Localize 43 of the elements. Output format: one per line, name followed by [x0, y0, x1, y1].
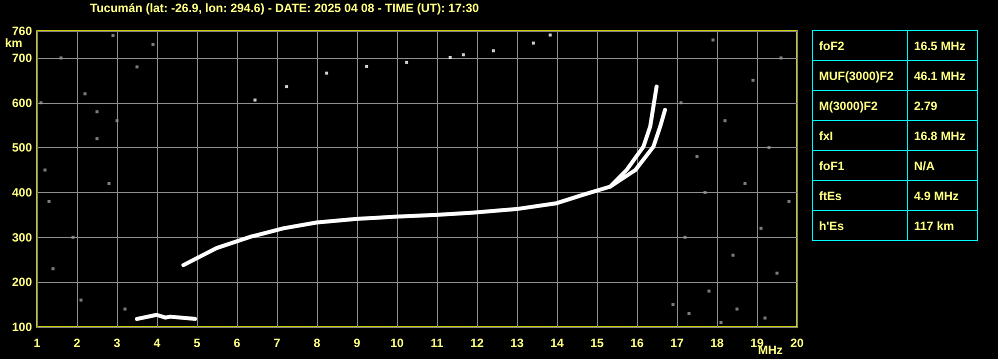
x-tick-label: 17 — [670, 336, 684, 350]
x-tick-label: 13 — [510, 336, 524, 350]
x-tick-label: 16 — [630, 336, 644, 350]
y-tick-label: 500 — [12, 140, 32, 155]
y-tick-label: 760 — [12, 24, 32, 38]
x-tick-label: 7 — [274, 336, 281, 350]
x-tick-label: 20 — [790, 336, 804, 350]
x-tick-label: 15 — [590, 336, 604, 350]
text: MUF(3000)F2 — [812, 60, 908, 90]
text: 46.1 MHz — [908, 60, 978, 90]
text: ftEs — [812, 180, 908, 210]
chart-title: Tucumán (lat: -26.9, lon: 294.6) - DATE: 2025 04 08 - TIME (UT): 17:30 — [90, 1, 480, 15]
x-tick-label: 2 — [74, 336, 81, 350]
x-tick-label: 4 — [154, 336, 161, 350]
text: M(3000)F2 — [812, 90, 908, 120]
text: N/A — [908, 150, 978, 180]
x-tick-label: 8 — [314, 336, 321, 350]
text: fxI — [812, 120, 908, 150]
x-tick-label: 11 — [430, 336, 444, 350]
y-tick-label: 300 — [12, 230, 32, 244]
x-tick-label: 10 — [390, 336, 404, 350]
text: 2.79 — [908, 90, 978, 120]
y-tick-label: 100 — [12, 320, 32, 334]
y-tick-label: 200 — [12, 275, 32, 290]
x-tick-label: 12 — [470, 336, 484, 350]
x-tick-label: 18 — [710, 336, 724, 350]
text: h'Es — [812, 210, 908, 240]
y-tick-label: 400 — [12, 185, 32, 200]
x-tick-label: 9 — [354, 336, 361, 350]
x-tick-label: 3 — [114, 336, 121, 350]
text: 16.8 MHz — [908, 120, 978, 150]
y-tick-label: 600 — [12, 96, 32, 110]
text: foF2 — [812, 30, 908, 60]
text: foF1 — [812, 150, 908, 180]
text: 117 km — [908, 210, 978, 240]
text: 16.5 MHz — [908, 30, 978, 60]
x-tick-label: 5 — [194, 336, 201, 350]
y-axis-title: km — [5, 36, 22, 50]
y-tick-label: 700 — [12, 50, 32, 65]
x-tick-label: 14 — [550, 336, 564, 350]
text: 4.9 MHz — [908, 180, 978, 210]
x-tick-label: 6 — [234, 336, 241, 350]
x-tick-label: 1 — [34, 336, 41, 350]
